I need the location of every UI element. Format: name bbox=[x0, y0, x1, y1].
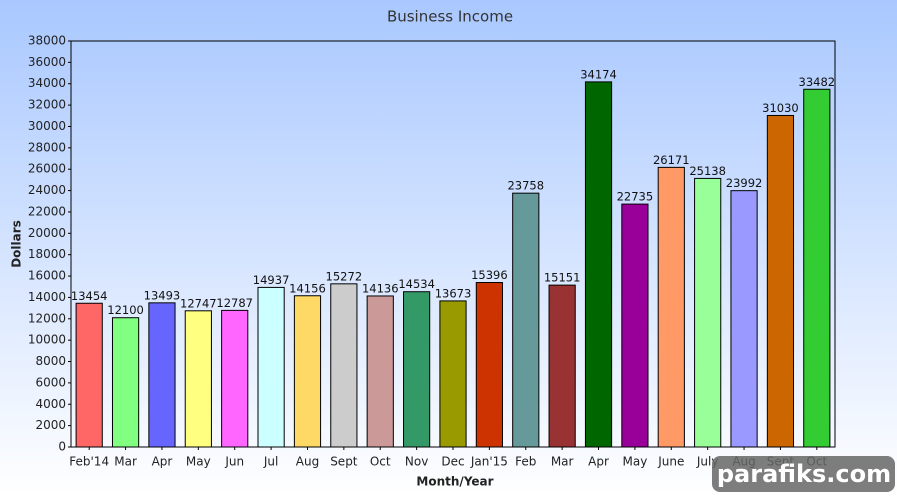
bar bbox=[584, 81, 613, 448]
watermark-box bbox=[712, 456, 895, 492]
y-tick-label: 24000 bbox=[28, 183, 66, 197]
y-tick-label: 2000 bbox=[35, 418, 66, 432]
bar bbox=[548, 284, 576, 448]
bar bbox=[621, 203, 649, 448]
data-label: 14136 bbox=[362, 281, 399, 295]
bar bbox=[257, 286, 285, 448]
x-tick-label: Apr bbox=[152, 455, 173, 469]
x-tick-label: Apr bbox=[588, 455, 609, 469]
bar bbox=[730, 190, 758, 448]
x-tick-label: May bbox=[186, 455, 211, 469]
y-tick-label: 10000 bbox=[28, 333, 66, 347]
bar bbox=[512, 192, 540, 448]
x-tick-label: Feb'14 bbox=[69, 455, 109, 469]
data-label: 15272 bbox=[326, 269, 363, 283]
x-tick-label: Jan'15 bbox=[470, 455, 508, 469]
x-tick-label: Jun bbox=[224, 455, 244, 469]
data-label: 14156 bbox=[289, 281, 326, 295]
bar bbox=[366, 295, 394, 448]
y-tick-label: 28000 bbox=[28, 140, 66, 154]
data-label: 13493 bbox=[144, 288, 181, 302]
bar bbox=[75, 302, 103, 448]
x-tick-label: Sept bbox=[330, 455, 358, 469]
y-tick-label: 12000 bbox=[28, 311, 66, 325]
bar bbox=[148, 302, 176, 448]
y-tick-label: 34000 bbox=[28, 76, 66, 90]
x-tick-label: June bbox=[657, 455, 684, 469]
bar bbox=[403, 291, 431, 448]
y-tick-label: 22000 bbox=[28, 204, 66, 218]
y-tick-label: 32000 bbox=[28, 98, 66, 112]
y-tick-label: 16000 bbox=[28, 269, 66, 283]
data-label: 25138 bbox=[689, 164, 726, 178]
bar bbox=[439, 300, 467, 448]
y-axis-title: Dollars bbox=[10, 220, 24, 268]
watermark: parafiks.com bbox=[717, 460, 891, 488]
x-tick-label: Mar bbox=[551, 455, 574, 469]
data-label: 12787 bbox=[216, 296, 253, 310]
bar bbox=[184, 310, 212, 448]
x-tick-label: Oct bbox=[370, 455, 391, 469]
bar bbox=[766, 114, 795, 448]
bar bbox=[694, 177, 722, 448]
y-tick-label: 18000 bbox=[28, 247, 66, 261]
y-tick-label: 36000 bbox=[28, 55, 66, 69]
data-label: 14534 bbox=[398, 277, 435, 291]
x-tick-label: Mar bbox=[114, 455, 137, 469]
data-label: 22735 bbox=[617, 190, 654, 204]
x-tick-label: May bbox=[622, 455, 647, 469]
y-tick-label: 8000 bbox=[35, 354, 66, 368]
bar bbox=[293, 295, 322, 448]
y-tick-label: 20000 bbox=[28, 226, 66, 240]
y-tick-label: 14000 bbox=[28, 290, 66, 304]
data-label: 23992 bbox=[726, 176, 763, 190]
data-label: 33482 bbox=[799, 75, 836, 89]
bar bbox=[803, 88, 831, 448]
data-label: 23758 bbox=[507, 179, 544, 193]
data-label: 34174 bbox=[580, 67, 617, 81]
x-tick-label: Nov bbox=[405, 455, 428, 469]
y-tick-label: 30000 bbox=[28, 119, 66, 133]
bar bbox=[221, 309, 249, 448]
y-tick-label: 4000 bbox=[35, 397, 66, 411]
chart-title: Business Income bbox=[387, 8, 513, 26]
y-tick-label: 26000 bbox=[28, 162, 66, 176]
data-label: 13454 bbox=[71, 289, 108, 303]
bar bbox=[111, 317, 140, 448]
data-label: 31030 bbox=[762, 101, 799, 115]
data-label: 13673 bbox=[435, 286, 472, 300]
x-tick-label: Jul bbox=[263, 455, 278, 469]
data-label: 15396 bbox=[471, 268, 508, 282]
bar bbox=[475, 282, 503, 448]
bar bbox=[330, 283, 358, 448]
data-label: 12747 bbox=[180, 296, 217, 310]
data-label: 15151 bbox=[544, 271, 581, 285]
y-tick-label: 0 bbox=[58, 440, 66, 454]
y-tick-label: 38000 bbox=[28, 34, 66, 48]
data-label: 26171 bbox=[653, 153, 690, 167]
x-tick-label: Dec bbox=[441, 455, 464, 469]
y-tick-label: 6000 bbox=[35, 375, 66, 389]
data-label: 14937 bbox=[253, 273, 290, 287]
bar bbox=[657, 166, 685, 448]
x-axis-title: Month/Year bbox=[416, 475, 493, 489]
data-label: 12100 bbox=[107, 303, 144, 317]
x-tick-label: Aug bbox=[296, 455, 319, 469]
x-tick-label: Feb bbox=[515, 455, 536, 469]
